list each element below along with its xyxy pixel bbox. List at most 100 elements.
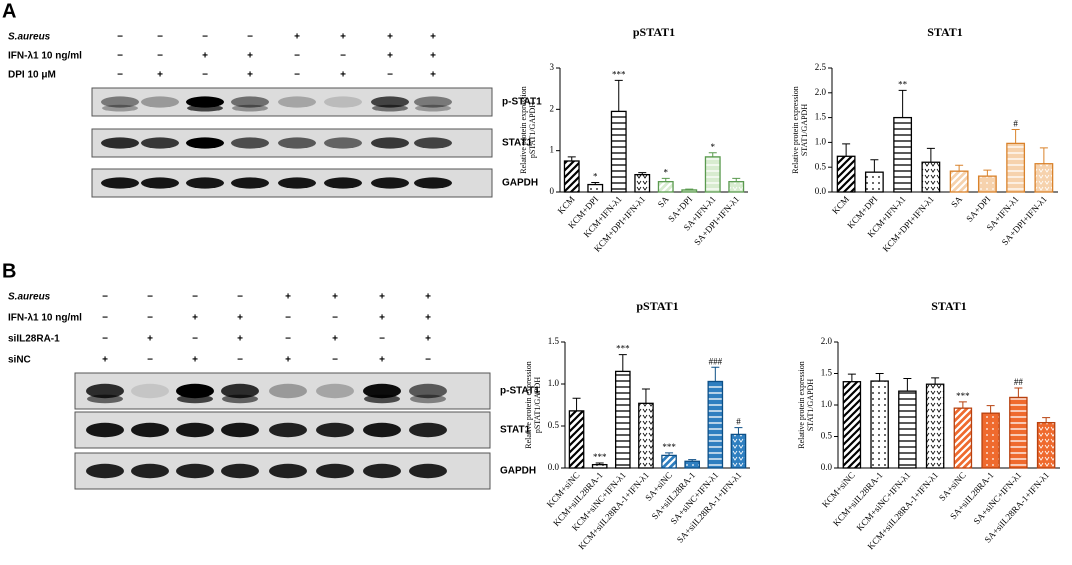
blot-band <box>363 383 401 399</box>
treatment-mark: + <box>425 313 431 324</box>
blot-band <box>87 394 123 404</box>
blot-band <box>131 383 169 399</box>
significance-mark: * <box>711 142 716 152</box>
x-tick-label: KCM <box>556 194 577 216</box>
blot-band <box>176 383 214 399</box>
bar <box>684 460 701 469</box>
treatment-mark: + <box>294 32 300 43</box>
treatment-mark: − <box>147 313 153 324</box>
y-axis-sublabel: STAT1/GAPDH <box>806 379 815 431</box>
bar <box>949 170 969 193</box>
error-bar <box>734 427 743 435</box>
blot-band <box>187 104 223 112</box>
treatment-mark: − <box>332 313 338 324</box>
error-bar <box>898 89 907 118</box>
treatment-mark: − <box>102 334 108 345</box>
treatment-mark: − <box>387 70 393 81</box>
blot-band <box>414 177 452 189</box>
bar <box>563 160 580 193</box>
error-bar <box>1039 147 1048 164</box>
y-tick-label: 2.0 <box>821 336 833 346</box>
significance-mark: ## <box>1014 377 1024 387</box>
treatment-mark: − <box>285 334 291 345</box>
treatment-mark: + <box>247 70 253 81</box>
blot-band <box>86 383 124 399</box>
treatment-mark: − <box>102 292 108 303</box>
blot-band <box>278 177 316 189</box>
blot-band <box>316 422 354 438</box>
y-tick-label: 3 <box>550 62 555 72</box>
blot-band <box>278 137 316 149</box>
error-bar <box>665 452 674 456</box>
blot-band <box>141 96 179 108</box>
blot-band <box>86 463 124 479</box>
bar <box>681 189 698 193</box>
y-tick-label: 1.0 <box>821 399 833 409</box>
y-tick-label: 1 <box>550 145 555 155</box>
blot-band <box>371 177 409 189</box>
y-tick-label: 0.5 <box>821 431 833 441</box>
treatment-label: IFN-λ1 10 ng/ml <box>8 313 82 324</box>
significance-mark: ### <box>709 356 723 366</box>
bar <box>610 110 627 193</box>
bar <box>704 156 721 193</box>
treatment-mark: − <box>117 32 123 43</box>
bar <box>1009 396 1028 469</box>
treatment-mark: − <box>247 32 253 43</box>
y-tick-label: 1.5 <box>815 112 827 122</box>
error-bar <box>955 164 964 172</box>
treatment-mark: + <box>332 292 338 303</box>
treatment-label: S.aureus <box>8 292 51 303</box>
chart-title: pSTAT1 <box>636 299 678 313</box>
y-tick-label: 2.0 <box>815 87 827 97</box>
bar <box>898 390 917 469</box>
treatment-mark: − <box>332 355 338 366</box>
treatment-mark: − <box>157 32 163 43</box>
treatment-mark: + <box>237 334 243 345</box>
y-tick-label: 1.0 <box>548 378 560 388</box>
treatment-label: S.aureus <box>8 32 51 43</box>
y-axis-label: Relative protein expression <box>519 86 528 174</box>
bar <box>661 454 677 469</box>
error-bar <box>595 462 604 465</box>
blot-band <box>141 177 179 189</box>
error-bar <box>1011 129 1020 144</box>
significance-mark: *** <box>956 391 970 401</box>
blot-band <box>231 177 269 189</box>
error-bar <box>732 177 741 182</box>
bar <box>977 175 997 193</box>
treatment-mark: + <box>425 292 431 303</box>
blot-band <box>371 137 409 149</box>
y-tick-label: 0.0 <box>821 462 833 472</box>
blot-band <box>176 422 214 438</box>
bar <box>1036 421 1056 469</box>
blot-band <box>221 463 259 479</box>
blot-band <box>186 96 224 108</box>
blot-label: GAPDH <box>500 466 536 477</box>
treatment-mark: + <box>102 355 108 366</box>
error-bar <box>572 397 581 411</box>
significance-mark: # <box>736 417 741 427</box>
treatment-mark: + <box>285 292 291 303</box>
blot-band <box>141 137 179 149</box>
significance-mark: *** <box>612 69 626 79</box>
treatment-mark: + <box>425 334 431 345</box>
error-bar <box>638 172 647 175</box>
chart-title: STAT1 <box>931 299 967 313</box>
bar <box>870 380 889 469</box>
blot-band <box>186 137 224 149</box>
blot-band <box>409 422 447 438</box>
error-bar <box>711 366 720 382</box>
blot-band <box>176 463 214 479</box>
treatment-mark: + <box>237 313 243 324</box>
treatment-mark: + <box>430 32 436 43</box>
blot-band <box>269 383 307 399</box>
bar <box>925 383 945 469</box>
blot-band <box>409 463 447 479</box>
y-tick-label: 1.5 <box>548 336 560 346</box>
bar <box>614 370 631 469</box>
bar <box>730 433 747 469</box>
x-tick-label: KCM+siIL28RA-1 <box>831 470 885 528</box>
x-tick-label: KCM+DPI+IFN-λ1 <box>881 194 936 254</box>
x-tick-label: SA <box>656 194 671 210</box>
